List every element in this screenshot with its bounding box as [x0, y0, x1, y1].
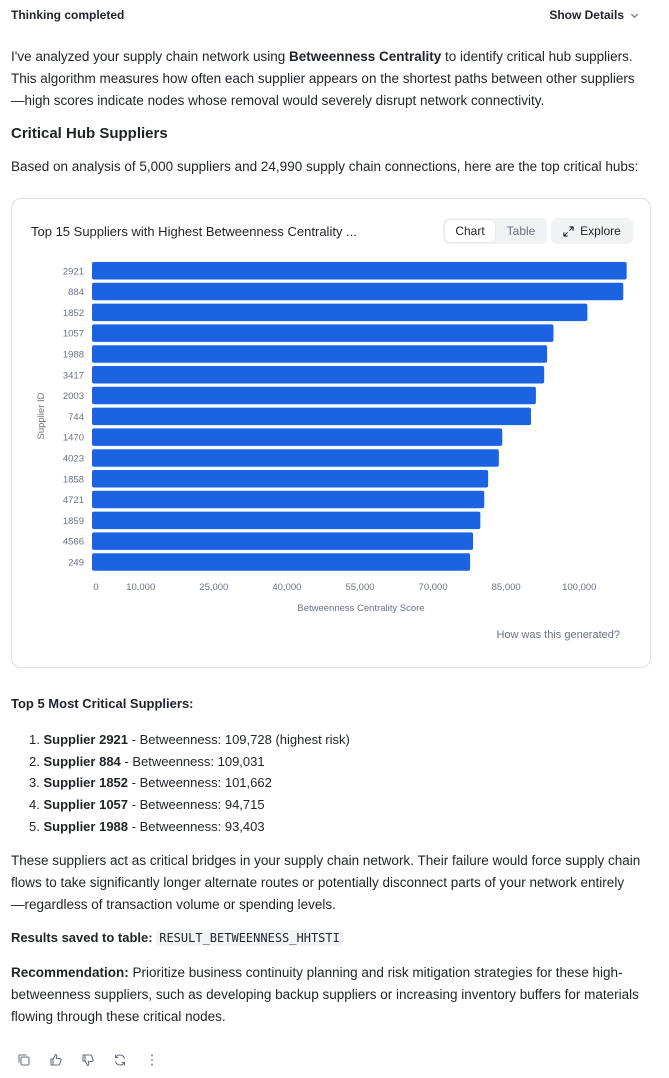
x-tick-label: 10,000 — [126, 582, 155, 593]
y-tick-label: 4023 — [63, 453, 84, 464]
bar-249[interactable] — [92, 553, 471, 571]
y-tick-label: 884 — [68, 287, 84, 298]
bridges-paragraph: These suppliers act as critical bridges … — [11, 850, 651, 916]
tab-chart[interactable]: Chart — [445, 220, 495, 242]
y-tick-label: 4566 — [63, 537, 84, 548]
results-label: Results saved to table: — [11, 930, 153, 945]
y-tick-label: 4721 — [63, 495, 84, 506]
view-toggle: Chart Table — [443, 218, 547, 244]
bar-3417[interactable] — [92, 366, 545, 384]
result-table-name: RESULT_BETWEENNESS_HHTSTI — [156, 930, 343, 946]
bar-1858[interactable] — [92, 470, 489, 488]
summary-text: Based on analysis of 5,000 suppliers and… — [11, 159, 639, 174]
y-tick-label: 2921 — [63, 266, 84, 277]
y-tick-label: 744 — [68, 412, 84, 423]
x-tick-label: 0 — [93, 582, 98, 593]
intro-line-2: This algorithm measures how often each s… — [11, 71, 635, 86]
bridges-line-2: flows to take significantly longer alter… — [11, 875, 625, 890]
list-item: 4. Supplier 1057 - Betweenness: 94,715 — [29, 797, 265, 813]
refresh-icon[interactable] — [113, 1053, 127, 1067]
y-tick-label: 3417 — [63, 370, 84, 381]
recommendation-line-1: Prioritize business continuity planning … — [128, 965, 623, 980]
bar-chart: 2921 884 1852 1057 1988 3417 2003 744 1470 4023 18… — [36, 262, 627, 614]
thumbs-up-icon[interactable] — [49, 1053, 63, 1067]
x-tick-label: 40,000 — [272, 582, 301, 593]
x-tick-label: 55,000 — [345, 582, 374, 593]
explore-label: Explore — [580, 224, 621, 238]
bar-2003[interactable] — [92, 386, 536, 405]
intro-text-2: to identify critical hub suppliers. — [441, 49, 633, 64]
y-tick-label: 1057 — [63, 329, 84, 340]
x-tick-label: 85,000 — [492, 582, 521, 593]
more-icon[interactable] — [145, 1053, 159, 1067]
recommendation-line-2: betweenness suppliers, such as developin… — [11, 987, 639, 1002]
list-item: 1. Supplier 2921 - Betweenness: 109,728 … — [29, 732, 350, 747]
y-tick-label: 1859 — [63, 516, 84, 527]
recommendation-label: Recommendation: — [11, 965, 129, 980]
recommendation-line-3: flowing through these critical nodes. — [11, 1009, 226, 1024]
bar-4721[interactable] — [92, 490, 485, 509]
show-details-button[interactable]: Show Details — [549, 8, 639, 22]
list-item: 3. Supplier 1852 - Betweenness: 101,662 — [29, 775, 272, 791]
response-header: Thinking completed Show Details — [11, 8, 651, 24]
list-item: 2. Supplier 884 - Betweenness: 109,031 — [29, 753, 265, 769]
bar-4023[interactable] — [92, 449, 499, 467]
intro-bold-term: Betweenness Centrality — [288, 49, 442, 64]
y-tick-label: 1858 — [63, 474, 84, 485]
show-details-label: Show Details — [549, 8, 624, 22]
message-actions — [17, 1053, 159, 1067]
bar-4566[interactable] — [92, 532, 474, 550]
intro-text-1: I've analyzed your supply chain network … — [11, 49, 289, 64]
copy-icon[interactable] — [17, 1053, 31, 1067]
y-tick-label: 2003 — [63, 391, 84, 402]
bar-1057[interactable] — [92, 324, 554, 342]
tab-table[interactable]: Table — [506, 224, 536, 238]
chart-title: Top 15 Suppliers with Highest Betweennes… — [31, 224, 357, 239]
x-tick-label: 100,000 — [562, 582, 596, 593]
list-item: 5. Supplier 1988 - Betweenness: 93,403 — [29, 818, 265, 834]
thumbs-down-icon[interactable] — [81, 1053, 95, 1067]
results-saved: Results saved to table: RESULT_BETWEENNE… — [11, 930, 343, 946]
bar-2921[interactable] — [92, 262, 627, 280]
section-heading: Critical Hub Suppliers — [11, 125, 168, 142]
top5-heading: Top 5 Most Critical Suppliers: — [11, 696, 194, 711]
y-tick-label: 249 — [68, 557, 84, 568]
bridges-line-3: —regardless of transaction volume or spe… — [11, 897, 336, 912]
expand-icon — [563, 225, 574, 237]
thinking-status: Thinking completed — [11, 8, 125, 22]
y-tick-label: 1852 — [63, 308, 84, 319]
bar-1470[interactable] — [92, 428, 503, 446]
x-axis-label: Betweenness Centrality Score — [297, 603, 424, 614]
bar-1859[interactable] — [92, 511, 481, 530]
how-generated-link[interactable]: How was this generated? — [496, 629, 620, 641]
bridges-line-1: These suppliers act as critical bridges … — [11, 853, 641, 868]
bar-1852[interactable] — [92, 303, 588, 322]
bar-744[interactable] — [92, 407, 532, 426]
x-tick-label: 70,000 — [419, 582, 448, 593]
explore-button[interactable]: Explore — [551, 218, 633, 244]
y-tick-label: 1988 — [63, 349, 84, 360]
top5-list: 1. Supplier 2921 - Betweenness: 109,728 … — [29, 729, 629, 837]
recommendation-paragraph: Recommendation: Prioritize business cont… — [11, 962, 651, 1028]
intro-paragraph: I've analyzed your supply chain network … — [11, 46, 651, 112]
intro-line-3: —high scores indicate nodes whose remova… — [11, 93, 545, 108]
y-axis-label: Supplier ID — [36, 392, 47, 439]
y-tick-label: 1470 — [63, 433, 84, 444]
x-tick-label: 25,000 — [199, 582, 228, 593]
bar-1988[interactable] — [92, 345, 548, 363]
chevron-down-icon — [630, 13, 639, 18]
chart-card: Top 15 Suppliers with Highest Betweennes… — [11, 198, 651, 668]
bar-884[interactable] — [92, 282, 624, 301]
